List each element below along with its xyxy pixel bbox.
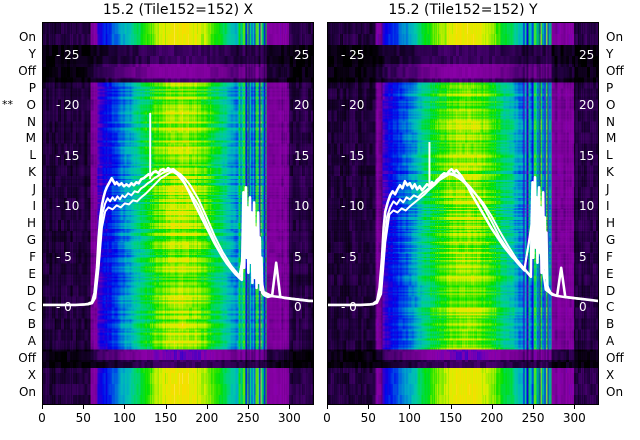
x-tick-mark (533, 405, 535, 409)
x-tick-label: 300 (562, 411, 586, 425)
x-tick-mark (327, 405, 328, 409)
category-label-g: G (26, 232, 36, 247)
category-label-l: L (606, 148, 613, 163)
category-label-b: B (27, 317, 36, 332)
category-label-on: On (18, 30, 36, 44)
category-label-k: K (28, 165, 36, 180)
x-axis-left: 0 50 100 150 200 250 300 (38, 405, 314, 440)
trace-line (43, 170, 313, 306)
x-tick-mark (450, 405, 452, 409)
category-label-b: B (606, 317, 615, 332)
category-label-on: On (606, 385, 624, 399)
overlay-traces-x (43, 112, 313, 307)
category-label-d: D (26, 283, 36, 298)
category-label-j: J (32, 182, 36, 197)
category-label-l: L (29, 148, 36, 163)
category-label-x: X (606, 368, 615, 383)
heatmap-panel-x[interactable] (42, 22, 314, 405)
category-label-e: E (28, 266, 36, 281)
category-label-e: E (606, 266, 614, 281)
x-tick-label: 200 (480, 411, 504, 425)
x-tick-mark (42, 405, 43, 409)
category-label-on: On (606, 30, 624, 44)
category-label-m: M (606, 131, 617, 146)
category-label-off: Off (606, 63, 624, 78)
x-axis-right: 0 50 100 150 200 250 300 (323, 405, 599, 440)
category-label-off: Off (18, 351, 36, 366)
x-tick-mark (165, 405, 167, 409)
x-tick-label: 200 (195, 411, 219, 425)
category-label-k: K (606, 165, 614, 180)
heatmap-image-x (43, 23, 313, 404)
x-tick-mark (124, 405, 126, 409)
x-tick-label: 100 (112, 411, 136, 425)
trace-line (328, 173, 598, 306)
trace-line (43, 166, 313, 307)
category-label-d: D (606, 283, 616, 298)
category-label-off: Off (606, 351, 624, 366)
x-tick-mark (409, 405, 411, 409)
category-label-m: M (25, 131, 36, 146)
overlay-traces-y (328, 142, 598, 307)
category-label-o: O (606, 97, 616, 112)
panel-title-x: 15.2 (Tile152=152) X (102, 2, 254, 18)
category-label-y: Y (28, 46, 36, 61)
x-tick-label: 250 (521, 411, 545, 425)
category-label-f: F (29, 249, 36, 264)
category-label-p: P (606, 80, 614, 95)
category-label-h: H (26, 215, 36, 230)
x-tick-mark (574, 405, 576, 409)
x-tick-label: 50 (360, 411, 376, 425)
category-label-n: N (27, 114, 36, 129)
category-label-c: C (606, 300, 615, 315)
x-tick-mark (491, 405, 493, 409)
x-tick-label: 100 (397, 411, 421, 425)
category-label-f: F (606, 249, 613, 264)
category-label-i: I (606, 199, 610, 214)
x-tick-label: 0 (323, 411, 331, 425)
heatmap-image-y (328, 23, 598, 404)
category-label-p: P (28, 80, 36, 95)
category-label-on: On (18, 385, 36, 399)
x-tick-mark (368, 405, 370, 409)
category-label-o: O (26, 97, 36, 112)
x-tick-label: 250 (236, 411, 260, 425)
x-tick-label: 300 (277, 411, 301, 425)
panel-title-y: 15.2 (Tile152=152) Y (388, 2, 538, 18)
x-tick-label: 0 (38, 411, 46, 425)
trace-line (328, 167, 598, 307)
category-label-i: I (32, 199, 36, 214)
category-label-y: Y (606, 46, 614, 61)
heatmap-panel-y[interactable] (327, 22, 599, 405)
category-marker-asterisks: ** (2, 97, 13, 111)
category-label-off: Off (18, 63, 36, 78)
x-tick-mark (289, 405, 291, 409)
x-tick-label: 150 (154, 411, 178, 425)
category-label-a: A (27, 334, 36, 349)
category-label-x: X (27, 368, 36, 383)
category-label-a: A (606, 334, 615, 349)
x-tick-label: 50 (75, 411, 91, 425)
x-tick-mark (248, 405, 250, 409)
category-label-j: J (606, 182, 610, 197)
x-tick-mark (206, 405, 208, 409)
category-label-h: H (606, 215, 616, 230)
category-label-g: G (606, 232, 616, 247)
category-label-n: N (606, 114, 615, 129)
x-tick-mark (83, 405, 85, 409)
x-tick-label: 150 (439, 411, 463, 425)
category-label-c: C (27, 300, 36, 315)
